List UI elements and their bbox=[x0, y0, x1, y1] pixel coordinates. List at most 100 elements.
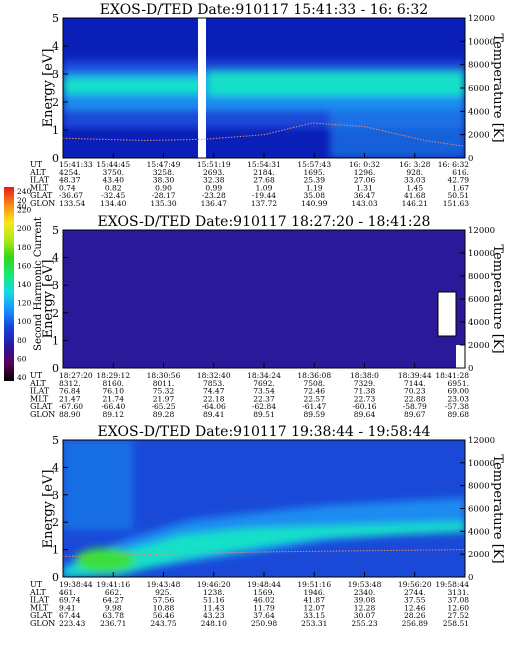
panel-2-eph-value: 89.12 bbox=[103, 410, 125, 419]
panel-1-ytick-right-label: 12000 bbox=[468, 14, 495, 24]
panel-1-eph-value: 1.09 bbox=[256, 183, 273, 192]
panel-1-eph-value: 27.68 bbox=[253, 176, 275, 185]
panel-3-eph-value: 258.51 bbox=[443, 619, 469, 628]
panel-2-eph-value: -66.40 bbox=[101, 402, 125, 411]
panel-3-eph-value: 12.46 bbox=[404, 603, 426, 612]
panel-2-eph-value: 22.73 bbox=[354, 394, 376, 403]
panel-1-eph-value: 41.68 bbox=[404, 191, 426, 200]
panel-2-eph-value: 8160. bbox=[103, 379, 124, 388]
panel-3-eph-value: 37.08 bbox=[448, 596, 470, 605]
panel-2-ytick-right-label: 12000 bbox=[468, 226, 495, 236]
panel-2-eph-value: 88.90 bbox=[59, 410, 81, 419]
colorbar-tick-label: 120 bbox=[17, 299, 32, 308]
panel-3-eph-value: 69.74 bbox=[59, 596, 81, 605]
panel-3-eph-value: 12.07 bbox=[304, 603, 326, 612]
panel-1-band-late bbox=[330, 96, 465, 158]
panel-1-eph-value: 16: 0:32 bbox=[349, 160, 381, 169]
colorbar-tick-label: 140 bbox=[17, 280, 32, 289]
panel-1-spectrogram bbox=[63, 18, 465, 158]
panel-1-eph-value: 15:54:31 bbox=[247, 160, 281, 169]
panel-3-eph-value: 19:43:48 bbox=[147, 580, 181, 589]
panel-1-eph-label: GLON bbox=[30, 199, 55, 208]
panel-1-eph-label: UT bbox=[30, 160, 43, 169]
panel-2-eph-value: 22.88 bbox=[404, 394, 426, 403]
panel-1-eph-value: 33.03 bbox=[404, 176, 426, 185]
panel-2-eph-value: -64.06 bbox=[202, 402, 226, 411]
panel-1-eph-value: 0.99 bbox=[205, 183, 222, 192]
panel-3-eph-value: 243.75 bbox=[150, 619, 176, 628]
panel-2-eph-value: 7508. bbox=[304, 379, 325, 388]
panel-2-spectrogram bbox=[63, 230, 465, 368]
panel-2-eph-value: 6951. bbox=[448, 379, 469, 388]
panel-2-yticks-right: 0 2000 4000 6000 8000 10000 12000 bbox=[460, 226, 495, 374]
panel-3-energy-bands bbox=[63, 440, 465, 577]
panel-2-eph-value: -61.47 bbox=[302, 402, 326, 411]
panel-1-eph-value: 32.38 bbox=[203, 176, 225, 185]
panel-1-eph-value: 0.74 bbox=[59, 183, 76, 192]
panel-1-ytick-label: 5 bbox=[52, 12, 59, 25]
panel-2-eph-value: -67.60 bbox=[59, 402, 83, 411]
panel-1-ytick-label: 3 bbox=[52, 68, 59, 81]
panel-3-eph-value: 19:53:48 bbox=[348, 580, 382, 589]
panel-1-eph-value: 1.67 bbox=[452, 183, 469, 192]
panel-3-eph-value: 28.26 bbox=[404, 611, 426, 620]
panel-3-eph-label: MLT bbox=[30, 603, 49, 612]
panel-2-eph-value: 18:36:08 bbox=[297, 371, 331, 380]
panel-3-eph-value: 11.79 bbox=[253, 603, 275, 612]
panel-1-eph-value: 43.40 bbox=[103, 176, 125, 185]
panel-2-eph-value: 18:30:56 bbox=[147, 371, 181, 380]
panel-2-ylabel-right: Temperature [K] bbox=[490, 244, 505, 353]
panel-2-ytick-label: 0 bbox=[52, 362, 59, 375]
panel-2-eph-value: 21.97 bbox=[153, 394, 175, 403]
panel-1-ytick-label: 4 bbox=[52, 40, 59, 53]
panel-2-eph-value: 72.46 bbox=[304, 387, 326, 396]
panel-2-eph-value: 74.47 bbox=[203, 387, 225, 396]
panel-3-ytick-right-label: 12000 bbox=[468, 436, 495, 446]
panel-2-ytick-right-label: 8000 bbox=[468, 272, 490, 282]
panel-2-background bbox=[63, 230, 465, 368]
panel-2-eph-value: 73.54 bbox=[253, 387, 275, 396]
panel-3-eph-value: 37.64 bbox=[253, 611, 275, 620]
panel-2-eph-value: 7692. bbox=[253, 379, 274, 388]
panel-2-eph-value: 89.68 bbox=[448, 410, 470, 419]
panel-2-eph-value: -60.16 bbox=[352, 402, 376, 411]
panel-1-temperature-trace bbox=[63, 122, 465, 147]
panel-1-eph-value: 50.51 bbox=[448, 191, 469, 200]
panel-2-edge-gap bbox=[456, 345, 465, 368]
panel-3-band-early bbox=[63, 440, 133, 530]
panel-1-eph-value: 1.45 bbox=[406, 183, 423, 192]
panel-3-eph-value: 64.27 bbox=[103, 596, 125, 605]
panel-1-eph-value: 136.47 bbox=[201, 199, 227, 208]
panel-3-spectrogram bbox=[63, 440, 465, 577]
panel-2-eph-value: 23.03 bbox=[448, 394, 470, 403]
panel-1-energy-bands bbox=[63, 60, 465, 158]
panel-1-eph-value: 15:47:49 bbox=[147, 160, 181, 169]
panel-2-ytick-label: 3 bbox=[52, 279, 59, 292]
panel-3-eph-label: GLAT bbox=[30, 611, 53, 620]
panel-1-eph-value: 27.06 bbox=[354, 176, 376, 185]
panel-3-eph-value: 43.23 bbox=[203, 611, 225, 620]
panel-1-eph-label: MLT bbox=[30, 183, 49, 192]
panel-1-eph-value: 3258. bbox=[153, 168, 174, 177]
panel-2-eph-value: 18:41:28 bbox=[435, 371, 469, 380]
panel-3-eph-value: 30.07 bbox=[354, 611, 376, 620]
panel-2-eph-value: 71.38 bbox=[354, 387, 376, 396]
panel-3-eph-value: 19:41:16 bbox=[96, 580, 130, 589]
panel-2-ytick-right-label: 4000 bbox=[468, 318, 490, 328]
colorbar-tick-label: 220 bbox=[17, 206, 32, 215]
panel-1-eph-label: ALT bbox=[29, 168, 46, 177]
panel-1-ylabel-right: Temperature [K] bbox=[490, 33, 505, 142]
panel-1-eph-value: 135.30 bbox=[150, 199, 176, 208]
panel-3-ylabel: Energy [eV] bbox=[41, 470, 56, 549]
panel-2-eph-label: UT bbox=[30, 371, 43, 380]
panel-1-eph-value: 134.40 bbox=[100, 199, 126, 208]
panel-2-eph-value: 7853. bbox=[203, 379, 224, 388]
panel-2-eph-value: 18:34:24 bbox=[247, 371, 281, 380]
panel-1-eph-value: 3750. bbox=[103, 168, 124, 177]
colorbar-tick-label: 100 bbox=[17, 317, 32, 326]
panel-2-eph-value: 7329. bbox=[354, 379, 375, 388]
panel-3-eph-value: 1238. bbox=[203, 588, 224, 597]
